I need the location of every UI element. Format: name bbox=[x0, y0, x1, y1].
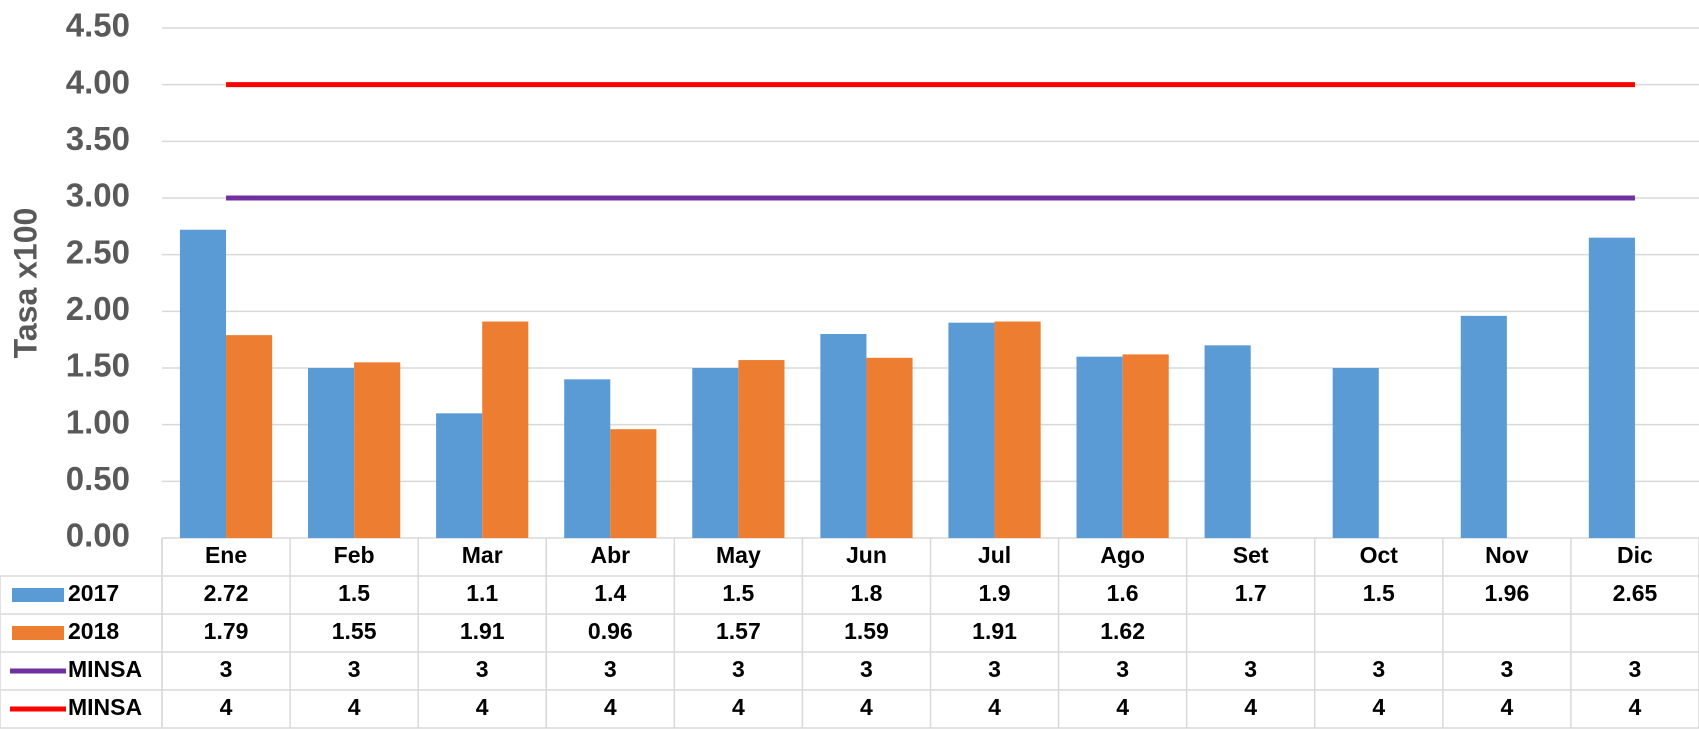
legend-key bbox=[12, 626, 64, 640]
y-tick-label: 3.50 bbox=[66, 120, 130, 157]
data-label: 3 bbox=[604, 656, 617, 682]
data-label: 2.72 bbox=[204, 580, 249, 606]
y-tick-label: 1.50 bbox=[66, 347, 130, 384]
x-tick-label: Ago bbox=[1100, 542, 1145, 568]
data-label: 3 bbox=[476, 656, 489, 682]
data-label: 1.55 bbox=[332, 618, 377, 644]
legend-label: 2017 bbox=[68, 580, 119, 606]
y-tick-label: 3.00 bbox=[66, 177, 130, 214]
bar bbox=[1204, 345, 1251, 538]
data-label: 4 bbox=[1116, 694, 1129, 720]
data-label: 3 bbox=[1629, 656, 1642, 682]
data-label: 4 bbox=[604, 694, 617, 720]
data-label: 1.6 bbox=[1107, 580, 1139, 606]
data-label: 3 bbox=[1372, 656, 1385, 682]
bar bbox=[948, 322, 995, 538]
data-label: 1.57 bbox=[716, 618, 761, 644]
legend-label: MINSA bbox=[68, 694, 142, 720]
x-tick-label: Nov bbox=[1485, 542, 1529, 568]
data-label: 2.65 bbox=[1613, 580, 1658, 606]
data-label: 1.8 bbox=[850, 580, 882, 606]
bar bbox=[820, 334, 867, 538]
data-label: 4 bbox=[348, 694, 361, 720]
x-tick-label: Mar bbox=[462, 542, 503, 568]
data-label: 4 bbox=[1500, 694, 1513, 720]
x-tick-label: Jul bbox=[978, 542, 1011, 568]
bar bbox=[354, 362, 401, 538]
data-label: 3 bbox=[988, 656, 1001, 682]
data-label: 1.91 bbox=[972, 618, 1017, 644]
data-label: 1.96 bbox=[1484, 580, 1529, 606]
data-label: 1.5 bbox=[722, 580, 754, 606]
data-label: 1.59 bbox=[844, 618, 889, 644]
data-label: 3 bbox=[1116, 656, 1129, 682]
bar bbox=[866, 357, 913, 538]
bar bbox=[1076, 356, 1123, 538]
bar bbox=[692, 368, 739, 538]
x-tick-label: Feb bbox=[334, 542, 375, 568]
bar bbox=[994, 321, 1041, 538]
data-label: 3 bbox=[348, 656, 361, 682]
data-label: 1.1 bbox=[466, 580, 498, 606]
bar bbox=[226, 335, 273, 538]
data-label: 4 bbox=[1372, 694, 1385, 720]
legend-key bbox=[12, 588, 64, 602]
data-label: 4 bbox=[1629, 694, 1642, 720]
data-label: 3 bbox=[732, 656, 745, 682]
data-label: 4 bbox=[220, 694, 233, 720]
bar bbox=[1588, 237, 1635, 538]
y-tick-label: 4.00 bbox=[66, 63, 130, 100]
legend-label: 2018 bbox=[68, 618, 119, 644]
data-label: 4 bbox=[732, 694, 745, 720]
data-label: 1.5 bbox=[1363, 580, 1395, 606]
bar bbox=[308, 368, 355, 538]
data-label: 3 bbox=[860, 656, 873, 682]
y-tick-label: 2.00 bbox=[66, 290, 130, 327]
bar bbox=[564, 379, 611, 538]
data-label: 1.79 bbox=[204, 618, 249, 644]
data-label: 1.62 bbox=[1100, 618, 1145, 644]
y-tick-label: 1.00 bbox=[66, 403, 130, 440]
bar bbox=[738, 360, 785, 538]
data-label: 4 bbox=[988, 694, 1001, 720]
y-tick-label: 2.50 bbox=[66, 233, 130, 270]
x-tick-label: Ene bbox=[205, 542, 247, 568]
data-label: 1.7 bbox=[1235, 580, 1267, 606]
bar bbox=[179, 229, 227, 538]
bar bbox=[1460, 315, 1507, 538]
data-label: 1.91 bbox=[460, 618, 505, 644]
data-label: 4 bbox=[476, 694, 489, 720]
y-axis-title: Tasa x100 bbox=[7, 208, 43, 359]
data-label: 4 bbox=[1244, 694, 1257, 720]
x-tick-label: Abr bbox=[590, 542, 630, 568]
bar bbox=[1122, 354, 1169, 538]
legend-label: MINSA bbox=[68, 656, 142, 682]
data-label: 1.4 bbox=[594, 580, 626, 606]
data-label: 0.96 bbox=[588, 618, 633, 644]
bar bbox=[610, 429, 657, 538]
data-label: 3 bbox=[220, 656, 233, 682]
x-tick-label: Dic bbox=[1617, 542, 1653, 568]
bar bbox=[1332, 368, 1379, 538]
bar bbox=[436, 413, 483, 538]
x-tick-label: Oct bbox=[1360, 542, 1399, 568]
x-tick-label: Set bbox=[1233, 542, 1269, 568]
data-label: 1.9 bbox=[979, 580, 1011, 606]
y-tick-label: 4.50 bbox=[66, 7, 130, 44]
y-tick-label: 0.00 bbox=[66, 517, 130, 554]
bar bbox=[482, 321, 529, 538]
x-tick-label: Jun bbox=[846, 542, 887, 568]
y-tick-label: 0.50 bbox=[66, 460, 130, 497]
x-tick-label: May bbox=[716, 542, 761, 568]
data-label: 4 bbox=[860, 694, 873, 720]
data-label: 3 bbox=[1244, 656, 1257, 682]
data-label: 1.5 bbox=[338, 580, 370, 606]
data-label: 3 bbox=[1500, 656, 1513, 682]
